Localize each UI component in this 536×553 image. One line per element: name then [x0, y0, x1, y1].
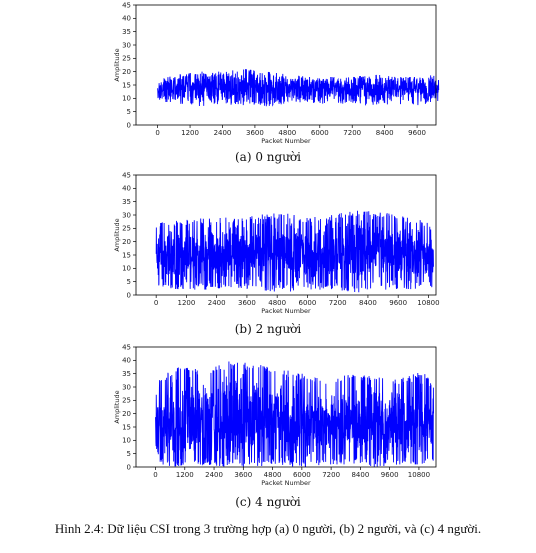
y-axis-label: Amplitude — [113, 48, 121, 81]
x-tick-label: 9600 — [381, 471, 399, 479]
y-tick-label: 0 — [127, 291, 131, 299]
y-tick-label: 45 — [122, 171, 131, 179]
figure-b: 0 5 10 15 20 25 30 35 40 45 0 1200 2400 3600 4800 6000 7… — [0, 170, 536, 315]
x-tick-label: 2400 — [208, 299, 226, 307]
x-tick-label: 3600 — [234, 471, 252, 479]
x-tick-label: 0 — [153, 471, 157, 479]
y-tick-label: 10 — [122, 265, 131, 273]
y-axis-label: Amplitude — [113, 390, 121, 423]
x-tick-label: 1200 — [176, 471, 194, 479]
x-tick-label: 7200 — [322, 471, 340, 479]
x-axis-label: Packet Number — [261, 479, 311, 487]
x-tick-label: 6000 — [311, 129, 329, 137]
amplitude-series-line — [155, 361, 435, 468]
x-tick-label: 6000 — [299, 299, 317, 307]
y-tick-label: 35 — [122, 370, 131, 378]
x-tick-label: 1200 — [181, 129, 199, 137]
x-tick-label: 10800 — [417, 299, 439, 307]
chart-c: 0 5 10 15 20 25 30 35 40 45 0 1200 2400 3600 4800 6000 7… — [113, 343, 437, 487]
x-tick-label: 8400 — [376, 129, 394, 137]
x-tick-label: 4800 — [264, 471, 282, 479]
x-tick-label: 6000 — [293, 471, 311, 479]
subcaption-b: (b) 2 người — [234, 322, 302, 336]
chart-b: 0 5 10 15 20 25 30 35 40 45 0 1200 2400 3600 4800 6000 7… — [113, 171, 440, 315]
amplitude-series-line — [155, 210, 434, 293]
figure-caption: Hình 2.4: Dữ liệu CSI trong 3 trường hợp… — [54, 521, 482, 536]
y-tick-label: 20 — [122, 68, 131, 76]
y-tick-label: 5 — [127, 278, 131, 286]
plot-frame — [135, 4, 437, 126]
x-tick-label: 7200 — [343, 129, 361, 137]
x-tick-label: 8400 — [351, 471, 369, 479]
plot-frame — [135, 346, 437, 468]
figure-c: 0 5 10 15 20 25 30 35 40 45 0 1200 2400 3600 4800 6000 7… — [0, 342, 536, 487]
y-tick-label: 25 — [122, 55, 131, 63]
y-tick-label: 35 — [122, 28, 131, 36]
plot-frame — [135, 174, 437, 296]
x-axis-label: Packet Number — [261, 137, 311, 145]
x-tick-label: 2400 — [214, 129, 232, 137]
y-tick-label: 20 — [122, 238, 131, 246]
y-tick-label: 5 — [127, 450, 131, 458]
x-axis-label: Packet Number — [261, 307, 311, 315]
y-tick-label: 0 — [127, 121, 131, 129]
chart-a: 0 5 10 15 20 25 30 35 40 45 0 1200 2400 3600 4800 6000 7… — [113, 1, 440, 145]
y-tick-label: 15 — [122, 251, 131, 259]
y-tick-label: 45 — [122, 343, 131, 351]
y-tick-label: 40 — [122, 357, 131, 365]
subcaption-c: (c) 4 người — [235, 495, 301, 509]
y-axis-label: Amplitude — [113, 218, 121, 251]
y-tick-label: 0 — [127, 463, 131, 471]
y-tick-label: 5 — [127, 108, 131, 116]
x-tick-label: 0 — [155, 129, 159, 137]
y-tick-label: 30 — [122, 41, 131, 49]
y-tick-label: 30 — [122, 383, 131, 391]
y-tick-label: 20 — [122, 410, 131, 418]
figure-a: 0 5 10 15 20 25 30 35 40 45 0 1200 2400 3600 4800 6000 7… — [0, 0, 536, 145]
y-tick-label: 30 — [122, 211, 131, 219]
x-tick-label: 8400 — [359, 299, 377, 307]
y-tick-label: 35 — [122, 198, 131, 206]
x-tick-label: 4800 — [268, 299, 286, 307]
y-tick-label: 25 — [122, 225, 131, 233]
x-tick-label: 10800 — [408, 471, 430, 479]
x-tick-label: 9600 — [389, 299, 407, 307]
y-tick-label: 40 — [122, 15, 131, 23]
y-tick-label: 45 — [122, 1, 131, 9]
y-tick-label: 15 — [122, 81, 131, 89]
y-tick-label: 25 — [122, 397, 131, 405]
x-tick-label: 3600 — [246, 129, 264, 137]
y-tick-label: 10 — [122, 95, 131, 103]
x-tick-label: 3600 — [238, 299, 256, 307]
x-tick-label: 7200 — [329, 299, 347, 307]
amplitude-series-line — [157, 69, 440, 107]
y-tick-label: 10 — [122, 437, 131, 445]
x-tick-label: 2400 — [205, 471, 223, 479]
x-tick-label: 9600 — [408, 129, 426, 137]
x-tick-label: 0 — [154, 299, 158, 307]
x-tick-label: 1200 — [178, 299, 196, 307]
y-tick-label: 15 — [122, 423, 131, 431]
x-tick-label: 4800 — [278, 129, 296, 137]
subcaption-a: (a) 0 người — [235, 150, 301, 164]
y-tick-label: 40 — [122, 185, 131, 193]
